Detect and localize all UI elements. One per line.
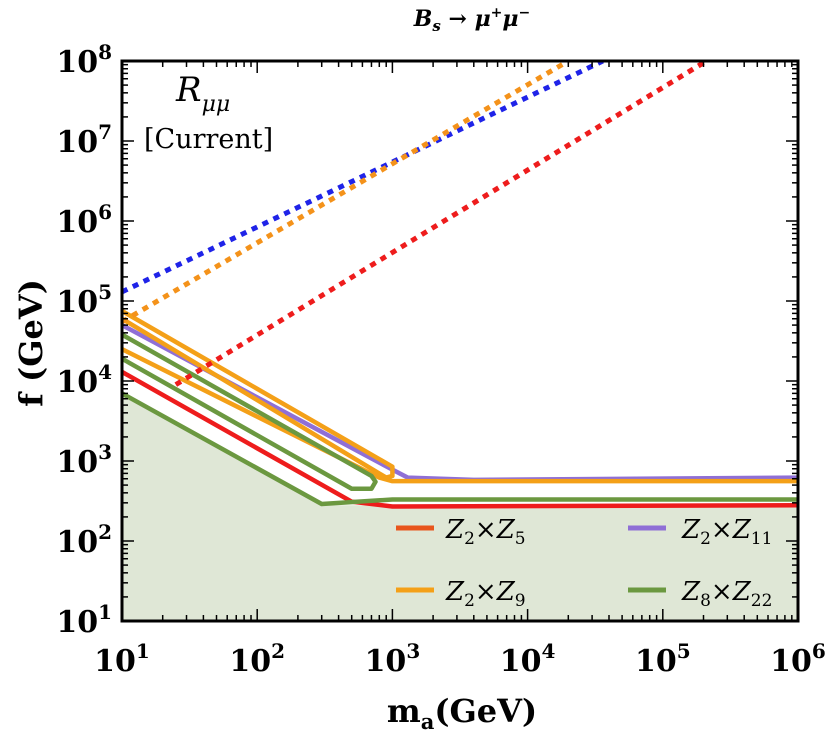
y-tick-label: 101	[56, 600, 112, 640]
series-line-8	[122, 61, 570, 324]
legend-label: Z2×Z11	[681, 515, 772, 549]
series-line-2	[122, 309, 395, 480]
y-tick-label: 107	[56, 120, 112, 160]
series-line-4	[122, 369, 798, 509]
x-tick-label: 103	[365, 639, 421, 679]
y-tick-label: 103	[56, 440, 112, 480]
series-line-9	[174, 61, 708, 387]
current-annotation: [Current]	[144, 124, 273, 155]
plot-frame	[120, 59, 800, 623]
x-tick-label: 104	[500, 639, 556, 679]
series-line-3	[122, 347, 798, 484]
y-tick-label: 106	[56, 200, 112, 240]
series-line-7	[122, 61, 604, 295]
legend-label: Z2×Z5	[445, 515, 526, 549]
series-layer	[122, 61, 798, 509]
r-mumu-annotation: Rμμ	[175, 70, 230, 117]
x-tick-label: 101	[94, 639, 150, 679]
y-tick-label: 104	[56, 360, 112, 400]
x-axis-label: ma(GeV)	[387, 692, 537, 734]
legend: Z2×Z5 Z2×Z11 Z2×Z9 Z8×Z22	[396, 515, 772, 611]
series-line-5	[122, 332, 378, 491]
x-tick-label: 106	[770, 639, 826, 679]
legend-label: Z8×Z22	[681, 577, 772, 611]
x-tick-label: 105	[635, 639, 691, 679]
x-tick-label: 102	[229, 639, 285, 679]
legend-label: Z2×Z9	[445, 577, 526, 611]
y-tick-label: 102	[56, 520, 112, 560]
series-line-6	[122, 391, 798, 507]
y-tick-label: 108	[56, 40, 112, 80]
plot-area	[122, 61, 798, 621]
chart-title: Bs → μ+μ−	[413, 5, 531, 35]
y-tick-label: 105	[56, 280, 112, 320]
y-axis-label: f (GeV)	[12, 279, 50, 407]
